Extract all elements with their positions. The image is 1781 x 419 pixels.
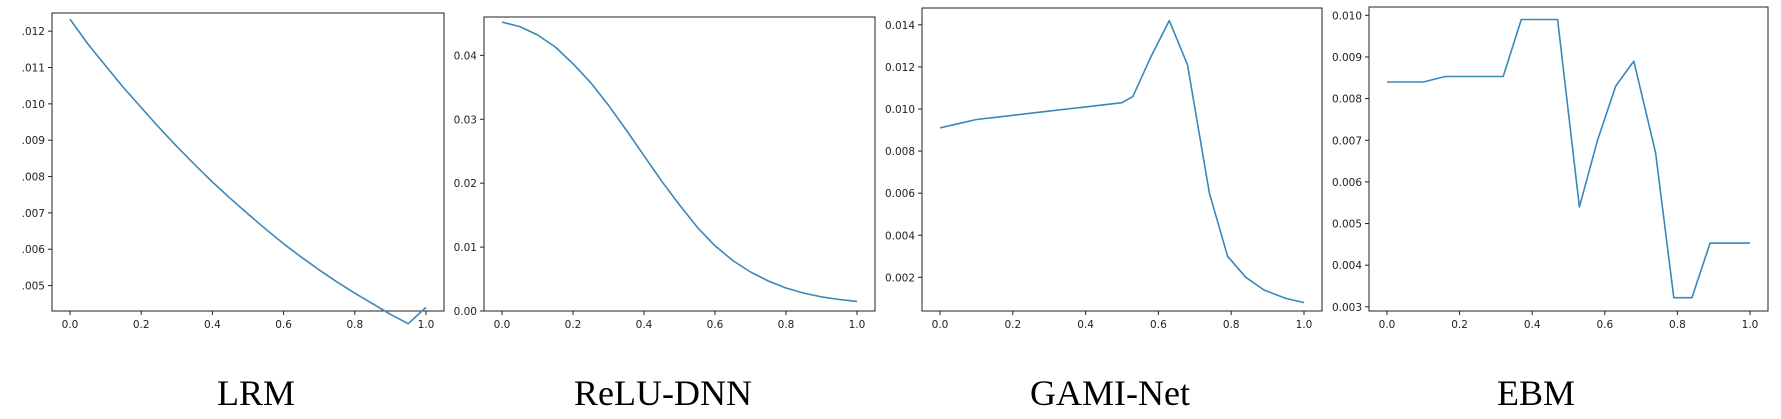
x-tick-label: 0.0 (494, 319, 511, 331)
panel-lrm: 0.0 0.2 0.4 0.6 0.8 1.0 .005 .006 .007 .008 .009 .0… (22, 12, 445, 413)
x-tick-label: 0.2 (565, 319, 582, 331)
panel-relu-dnn: 0.0 0.2 0.4 0.6 0.8 1.0 0.00 0.01 0.02 0.03 0.04 R… (454, 16, 876, 413)
caption-ebm: EBM (1497, 373, 1575, 413)
x-tick-label: 0.6 (1150, 319, 1167, 331)
y-tick-label: 0.012 (885, 62, 915, 74)
y-tick-label: 0.002 (885, 272, 915, 284)
x-tick-label: 0.8 (346, 319, 363, 331)
x-tick-label: 0.2 (133, 319, 150, 331)
x-tick-label: 1.0 (1742, 319, 1759, 331)
x-tick-label: 0.6 (1596, 319, 1613, 331)
y-tick-label: 0.00 (454, 306, 477, 318)
y-tick-label: 0.004 (1332, 260, 1362, 272)
y-tick-label: 0.006 (885, 188, 915, 200)
y-tick-label: 0.010 (885, 104, 915, 116)
x-tick-label: 0.2 (1004, 319, 1021, 331)
series-line-gami-net (939, 19, 1305, 304)
y-tick-label: .012 (22, 26, 45, 38)
series-line-relu-dnn (501, 21, 858, 303)
y-tick-label: 0.003 (1332, 302, 1362, 314)
x-tick-label: 0.4 (1077, 319, 1094, 331)
y-tick-label: 0.008 (1332, 94, 1362, 106)
plot-frame-gami-net (921, 7, 1323, 312)
y-tick-label: 0.010 (1332, 10, 1362, 22)
plot-frame-relu-dnn (483, 16, 876, 312)
x-tick-label: 0.4 (1524, 319, 1541, 331)
y-tick-label: .006 (22, 244, 46, 256)
y-tick-label: 0.03 (454, 114, 477, 126)
plot-frame-ebm (1368, 6, 1769, 312)
y-tick-label: 0.014 (885, 20, 915, 32)
x-tick-label: 0.8 (1223, 319, 1240, 331)
y-tick-label: .005 (22, 281, 45, 293)
x-tick-label: 0.4 (204, 319, 221, 331)
x-tick-label: 0.8 (1669, 319, 1686, 331)
y-tick-label: 0.007 (1332, 135, 1362, 147)
y-tick-label: 0.009 (1332, 52, 1362, 64)
series-line-lrm (69, 18, 427, 325)
y-tick-label: .009 (22, 135, 45, 147)
panel-gami-net: 0.0 0.2 0.4 0.6 0.8 1.0 0.002 0.004 0.006 0.008 0.… (885, 7, 1323, 413)
y-tick-label: .011 (22, 63, 45, 75)
x-tick-label: 0.6 (707, 319, 724, 331)
y-tick-label: 0.04 (454, 50, 478, 62)
x-tick-label: 0.0 (932, 319, 949, 331)
y-tick-label: 0.004 (885, 230, 915, 242)
x-tick-label: 1.0 (1296, 319, 1313, 331)
y-tick-label: .010 (22, 99, 45, 111)
x-tick-label: 1.0 (849, 319, 866, 331)
x-tick-label: 0.6 (275, 319, 292, 331)
panel-ebm: 0.0 0.2 0.4 0.6 0.8 1.0 0.003 0.004 0.005 0.006 0.… (1332, 6, 1769, 413)
x-tick-label: 0.2 (1451, 319, 1468, 331)
caption-relu-dnn: ReLU-DNN (574, 373, 752, 413)
y-tick-label: 0.02 (454, 178, 477, 190)
y-tick-label: .008 (22, 172, 45, 184)
y-tick-label: 0.01 (454, 242, 477, 254)
series-line-ebm (1387, 18, 1750, 299)
x-tick-label: 0.4 (636, 319, 653, 331)
caption-gami-net: GAMI-Net (1030, 373, 1190, 413)
y-tick-label: 0.005 (1332, 219, 1362, 231)
x-tick-label: 0.0 (1379, 319, 1396, 331)
x-tick-label: 1.0 (418, 319, 435, 331)
caption-lrm: LRM (217, 373, 295, 413)
x-tick-label: 0.0 (62, 319, 79, 331)
x-tick-label: 0.8 (778, 319, 795, 331)
plot-frame-lrm (51, 12, 445, 312)
y-tick-label: 0.008 (885, 146, 915, 158)
y-tick-label: .007 (22, 208, 45, 220)
y-tick-label: 0.006 (1332, 177, 1362, 189)
